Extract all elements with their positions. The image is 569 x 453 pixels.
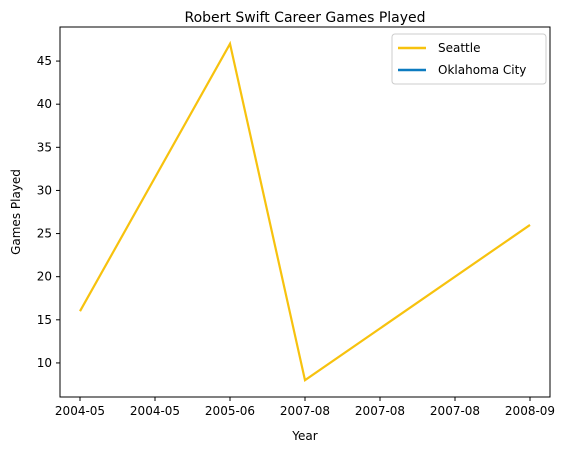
legend-box — [391, 33, 547, 85]
y-axis-label: Games Played — [9, 169, 23, 255]
y-tick-label: 30 — [37, 183, 52, 197]
x-axis: 2004-05 2004-05 2005-06 2007-08 2007-08 2007-… — [55, 397, 555, 418]
plot-area — [79, 40, 531, 383]
x-tick-label: 2007-08 — [355, 404, 405, 418]
x-tick-label: 2007-08 — [280, 404, 330, 418]
x-tick-label: 2007-08 — [430, 404, 480, 418]
y-tick-label: 20 — [37, 270, 52, 284]
x-axis-label: Year — [291, 429, 317, 443]
y-tick-label: 35 — [37, 140, 52, 154]
legend: Seattle Oklahoma City — [391, 33, 547, 85]
y-tick-label: 15 — [37, 313, 52, 327]
y-tick-label: 45 — [37, 54, 52, 68]
x-tick-label: 2004-05 — [55, 404, 105, 418]
y-tick-label: 40 — [37, 97, 52, 111]
legend-label: Seattle — [438, 41, 480, 55]
y-axis: 10 15 20 25 30 35 40 45 — [37, 54, 60, 370]
x-tick-label: 2008-09 — [505, 404, 555, 418]
x-tick-label: 2005-06 — [205, 404, 255, 418]
y-tick-label: 25 — [37, 227, 52, 241]
x-tick-label: 2004-05 — [130, 404, 180, 418]
series-line-seattle — [79, 40, 531, 383]
chart-title: Robert Swift Career Games Played — [184, 10, 425, 26]
legend-label: Oklahoma City — [438, 63, 526, 77]
y-tick-label: 10 — [37, 356, 52, 370]
